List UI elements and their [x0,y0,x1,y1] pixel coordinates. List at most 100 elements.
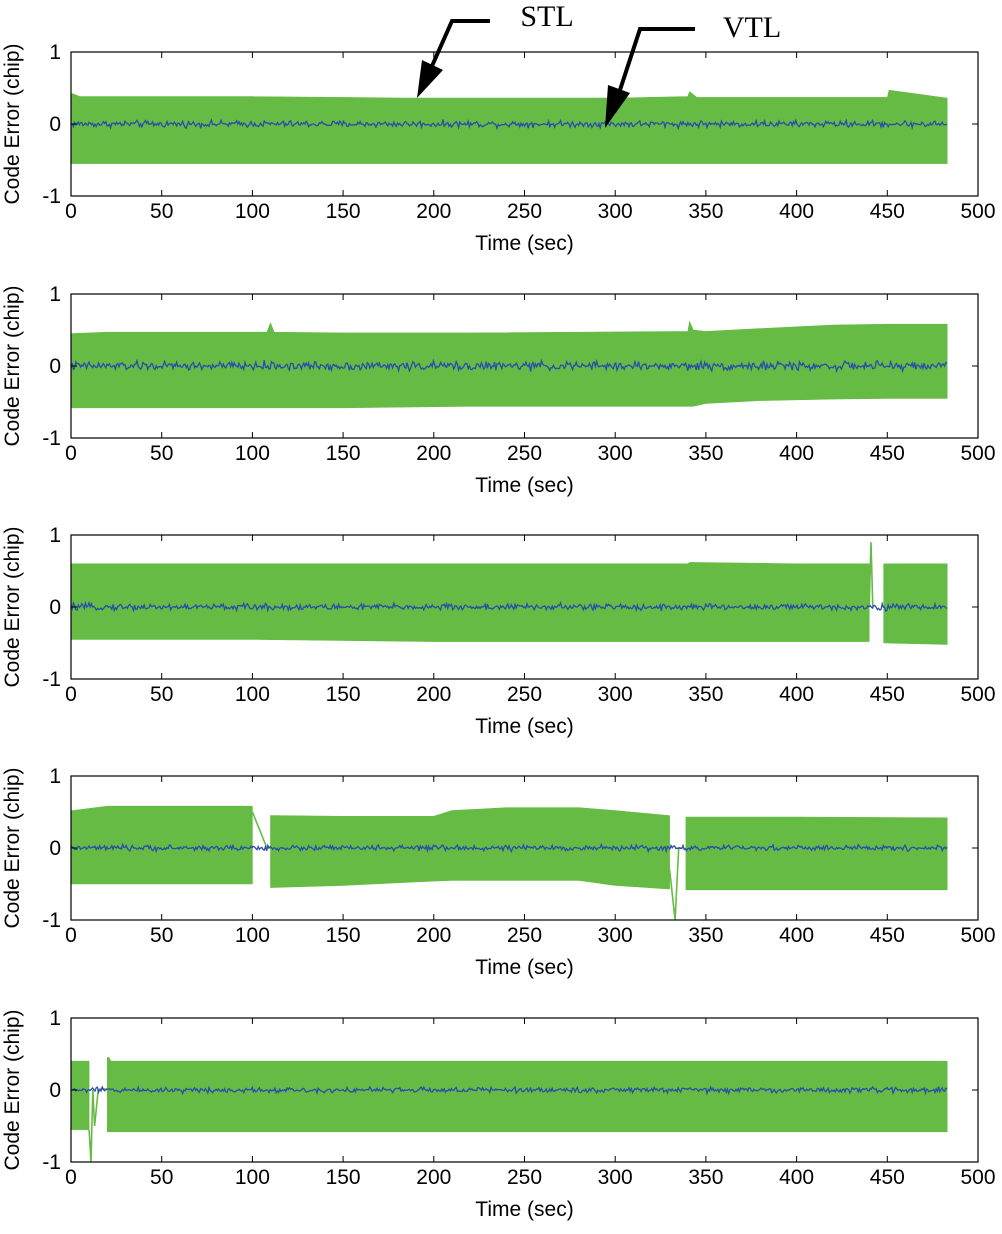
x-tick-label: 300 [598,683,633,706]
series-vtl [70,118,948,131]
y-tick-label: 0 [49,113,61,136]
series-stl [70,562,948,645]
x-tick-label: 200 [416,442,451,465]
vtl-line [70,358,948,374]
plot-area [70,1057,948,1163]
x-tick-label: 50 [150,200,173,223]
series-stl-spike [868,542,874,608]
x-tick-label: 300 [598,1166,633,1189]
x-axis-label: Time (sec) [475,1198,573,1221]
x-tick-label: 300 [598,924,633,947]
x-tick-label: 0 [65,1166,77,1189]
x-axis-label: Time (sec) [475,956,573,979]
annotation-arrow-line [430,19,490,67]
x-tick-label: 250 [507,200,542,223]
x-tick-label: 450 [870,200,905,223]
x-tick-label: 150 [326,924,361,947]
y-tick-label: 0 [49,837,61,860]
x-tick-label: 200 [416,924,451,947]
y-tick-label: -1 [42,1151,61,1174]
x-tick-label: 300 [598,200,633,223]
x-tick-label: 350 [688,1166,723,1189]
stl-transient-line [868,542,874,608]
x-tick-label: 500 [960,200,995,223]
x-tick-label: 0 [65,924,77,947]
series-vtl [70,600,948,613]
x-tick-label: 150 [326,683,361,706]
x-tick-label: 200 [416,1166,451,1189]
series-stl-transient-1 [251,811,271,849]
x-tick-label: 100 [235,1166,270,1189]
x-tick-label: 250 [507,683,542,706]
y-tick-label: 0 [49,355,61,378]
y-axis: 1 0 -1 [42,283,978,450]
x-tick-label: 350 [688,200,723,223]
x-tick-label: 0 [65,683,77,706]
x-axis: 0 50 100 150 200 250 300 350 400 450 500 [65,1018,996,1189]
x-tick-label: 200 [416,200,451,223]
y-tick-label: -1 [42,668,61,691]
x-tick-label: 500 [960,683,995,706]
x-tick-label: 300 [598,442,633,465]
y-tick-label: 1 [49,524,61,547]
series-stl-transient-2 [668,847,683,921]
series-vtl [70,358,948,374]
x-tick-label: 400 [779,1166,814,1189]
series-stl-transient [88,1087,108,1163]
x-tick-label: 50 [150,1166,173,1189]
y-axis-label: Code Error (chip) [1,526,24,687]
x-tick-label: 50 [150,442,173,465]
plot-area [70,320,948,409]
y-axis-label: Code Error (chip) [1,1009,24,1170]
series-vtl [70,1084,948,1096]
x-tick-label: 450 [870,1166,905,1189]
series-stl [70,1057,948,1133]
y-tick-label: 0 [49,596,61,619]
stl-envelope-segment [70,805,253,885]
y-axis-label: Code Error (chip) [1,285,24,446]
x-tick-label: 500 [960,442,995,465]
series-vtl [70,842,948,854]
y-tick-label: 0 [49,1079,61,1102]
y-tick-label: 1 [49,283,61,306]
y-tick-label: 1 [49,765,61,788]
x-tick-label: 150 [326,442,361,465]
x-tick-label: 400 [779,924,814,947]
annotation-arrow-line [618,27,695,91]
vtl-line [70,842,948,854]
stl-envelope-segment [107,1057,948,1133]
x-tick-label: 450 [870,683,905,706]
plot-area [70,89,948,164]
x-axis: 0 50 100 150 200 250 300 350 400 450 500 [65,776,996,947]
stl-transient-line [88,1087,108,1163]
y-tick-label: -1 [42,427,61,450]
x-tick-label: 150 [326,200,361,223]
vtl-line [70,600,948,613]
y-axis-label: Code Error (chip) [1,43,24,204]
x-tick-label: 250 [507,442,542,465]
x-tick-label: 500 [960,1166,995,1189]
x-tick-label: 100 [235,683,270,706]
vtl-line [70,118,948,131]
annotation-label: STL [520,0,573,33]
annotation-label: VTL [723,11,781,44]
annotation-arrow-head [605,85,630,128]
plot-area [70,542,948,645]
x-tick-label: 350 [688,683,723,706]
y-tick-label: -1 [42,185,61,208]
y-axis: 1 0 -1 [42,765,978,932]
stl-envelope-segment [883,563,948,645]
stl-envelope-segment [70,1060,90,1130]
x-axis: 0 50 100 150 200 250 300 350 400 450 500 [65,52,996,223]
x-tick-label: 250 [507,1166,542,1189]
x-axis: 0 50 100 150 200 250 300 350 400 450 500 [65,535,996,706]
stl-transient-line [251,811,271,849]
x-tick-label: 0 [65,442,77,465]
x-tick-label: 100 [235,924,270,947]
